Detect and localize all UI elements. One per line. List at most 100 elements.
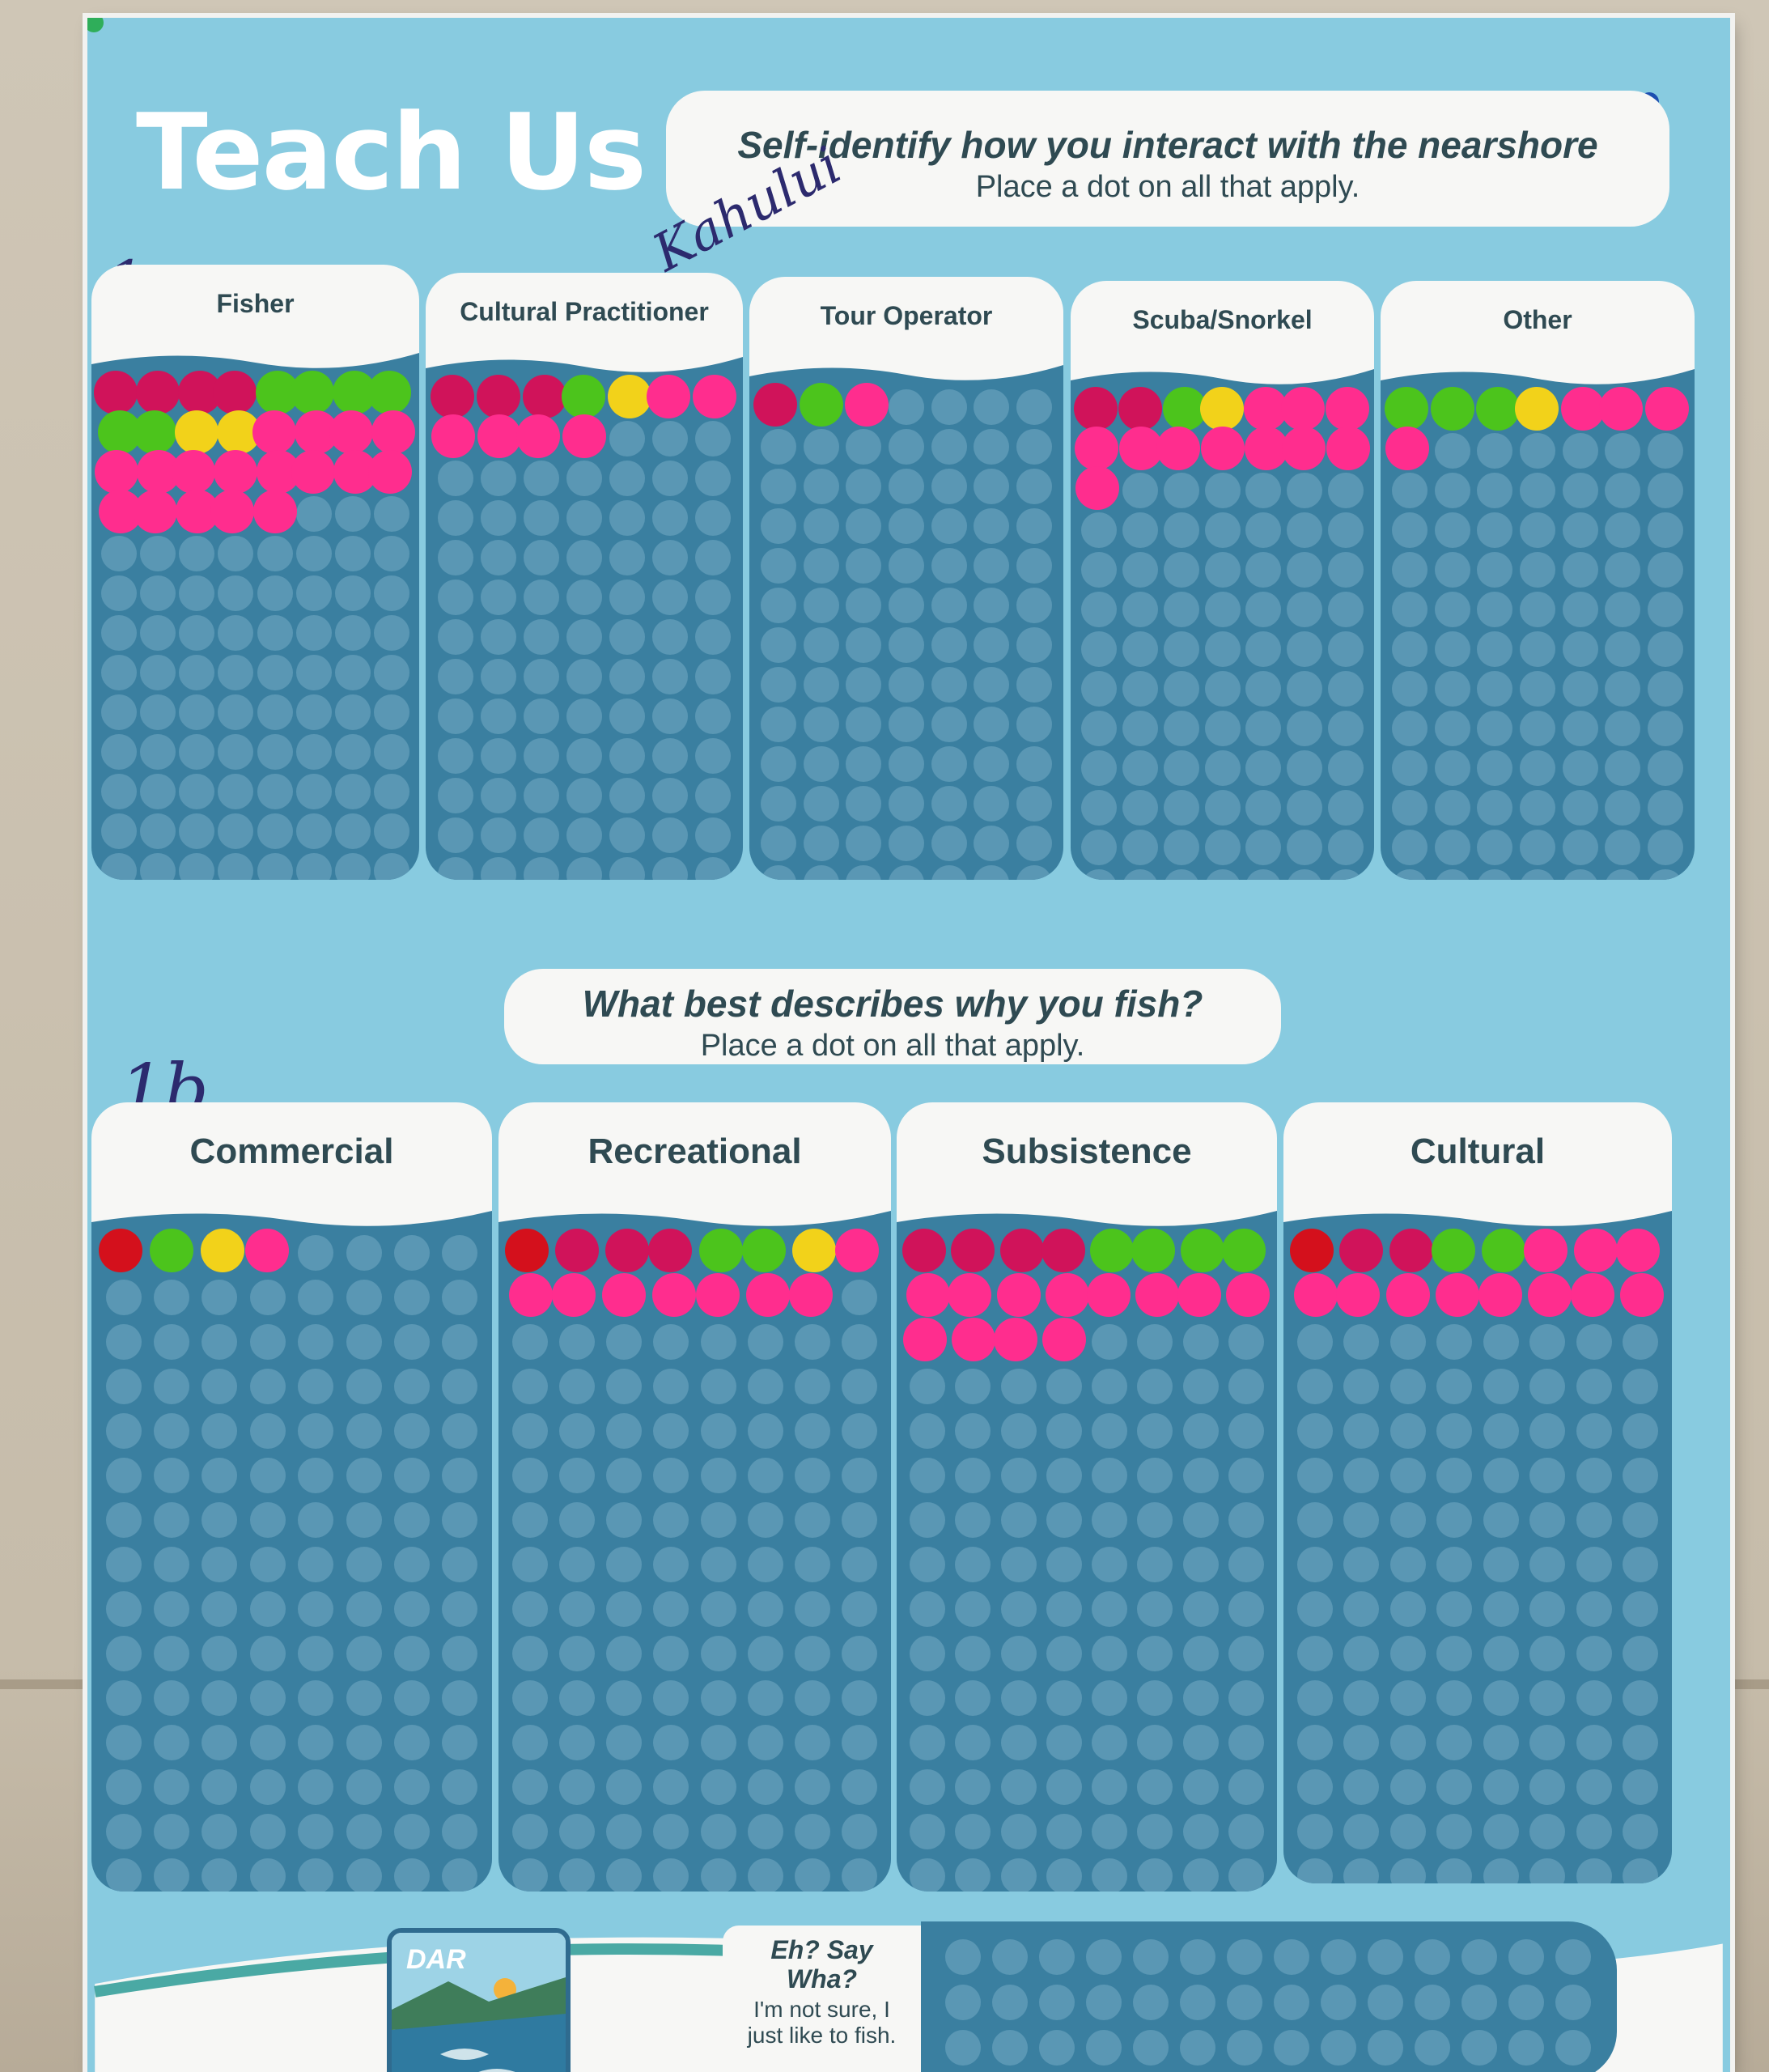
empty-dot-slot[interactable] — [1477, 473, 1513, 508]
empty-dot-slot[interactable] — [1647, 512, 1683, 548]
empty-dot-slot[interactable] — [298, 1591, 334, 1627]
empty-dot-slot[interactable] — [794, 1814, 830, 1849]
empty-dot-slot[interactable] — [910, 1369, 946, 1404]
empty-dot-slot[interactable] — [974, 707, 1010, 742]
empty-dot-slot[interactable] — [442, 1725, 478, 1760]
empty-dot-slot[interactable] — [1477, 592, 1513, 627]
empty-dot-slot[interactable] — [747, 1547, 783, 1582]
empty-dot-slot[interactable] — [1081, 592, 1118, 627]
empty-dot-slot[interactable] — [1436, 1413, 1473, 1449]
empty-dot-slot[interactable] — [955, 1591, 991, 1627]
empty-dot-slot[interactable] — [955, 1547, 991, 1582]
empty-dot-slot[interactable] — [1343, 1814, 1380, 1849]
empty-dot-slot[interactable] — [803, 429, 839, 465]
empty-dot-slot[interactable] — [1477, 552, 1513, 588]
empty-dot-slot[interactable] — [1163, 830, 1199, 865]
empty-dot-slot[interactable] — [1392, 830, 1428, 865]
empty-dot-slot[interactable] — [1182, 1858, 1219, 1892]
empty-dot-slot[interactable] — [1046, 1858, 1082, 1892]
empty-dot-slot[interactable] — [442, 1814, 478, 1849]
empty-dot-slot[interactable] — [559, 1814, 596, 1849]
empty-dot-slot[interactable] — [931, 508, 967, 544]
empty-dot-slot[interactable] — [1092, 1591, 1128, 1627]
empty-dot-slot[interactable] — [1081, 830, 1118, 865]
empty-dot-slot[interactable] — [955, 1502, 991, 1538]
empty-dot-slot[interactable] — [1163, 671, 1199, 707]
empty-dot-slot[interactable] — [700, 1458, 736, 1493]
empty-dot-slot[interactable] — [1016, 627, 1052, 663]
empty-dot-slot[interactable] — [1286, 711, 1322, 746]
empty-dot-slot[interactable] — [606, 1547, 643, 1582]
empty-dot-slot[interactable] — [442, 1680, 478, 1716]
empty-dot-slot[interactable] — [373, 694, 409, 730]
empty-dot-slot[interactable] — [566, 857, 602, 880]
empty-dot-slot[interactable] — [955, 1725, 991, 1760]
empty-dot-slot[interactable] — [298, 1280, 334, 1315]
empty-dot-slot[interactable] — [437, 817, 473, 853]
empty-dot-slot[interactable] — [700, 1591, 736, 1627]
empty-dot-slot[interactable] — [101, 694, 138, 730]
empty-dot-slot[interactable] — [442, 1324, 478, 1360]
empty-dot-slot[interactable] — [1436, 1769, 1473, 1805]
empty-dot-slot[interactable] — [1576, 1458, 1612, 1493]
empty-dot-slot[interactable] — [1555, 2030, 1591, 2066]
empty-dot-slot[interactable] — [202, 1725, 238, 1760]
empty-dot-slot[interactable] — [1434, 830, 1470, 865]
empty-dot-slot[interactable] — [1477, 869, 1513, 880]
empty-dot-slot[interactable] — [257, 853, 293, 880]
empty-dot-slot[interactable] — [761, 707, 797, 742]
empty-dot-slot[interactable] — [794, 1769, 830, 1805]
empty-dot-slot[interactable] — [334, 694, 371, 730]
empty-dot-slot[interactable] — [1483, 1502, 1519, 1538]
empty-dot-slot[interactable] — [931, 627, 967, 663]
empty-dot-slot[interactable] — [700, 1636, 736, 1671]
empty-dot-slot[interactable] — [1529, 1725, 1566, 1760]
empty-dot-slot[interactable] — [889, 389, 924, 425]
empty-dot-slot[interactable] — [1483, 1547, 1519, 1582]
empty-dot-slot[interactable] — [1392, 552, 1428, 588]
empty-dot-slot[interactable] — [803, 865, 839, 880]
empty-dot-slot[interactable] — [1122, 750, 1159, 786]
empty-dot-slot[interactable] — [945, 2030, 981, 2066]
empty-dot-slot[interactable] — [761, 667, 797, 703]
empty-dot-slot[interactable] — [1389, 1591, 1426, 1627]
empty-dot-slot[interactable] — [154, 1814, 190, 1849]
empty-dot-slot[interactable] — [249, 1858, 286, 1892]
empty-dot-slot[interactable] — [559, 1858, 596, 1892]
empty-dot-slot[interactable] — [846, 429, 882, 465]
empty-dot-slot[interactable] — [1296, 1591, 1333, 1627]
empty-dot-slot[interactable] — [179, 655, 215, 690]
empty-dot-slot[interactable] — [606, 1858, 643, 1892]
empty-dot-slot[interactable] — [1392, 512, 1428, 548]
empty-dot-slot[interactable] — [1016, 469, 1052, 504]
empty-dot-slot[interactable] — [512, 1547, 549, 1582]
empty-dot-slot[interactable] — [1508, 2030, 1544, 2066]
empty-dot-slot[interactable] — [761, 548, 797, 584]
empty-dot-slot[interactable] — [695, 540, 732, 575]
empty-dot-slot[interactable] — [559, 1680, 596, 1716]
empty-dot-slot[interactable] — [437, 659, 473, 694]
empty-dot-slot[interactable] — [695, 619, 732, 655]
empty-dot-slot[interactable] — [1477, 790, 1513, 826]
empty-dot-slot[interactable] — [1046, 1502, 1082, 1538]
empty-dot-slot[interactable] — [653, 1458, 689, 1493]
empty-dot-slot[interactable] — [747, 1814, 783, 1849]
empty-dot-slot[interactable] — [1434, 869, 1470, 880]
empty-dot-slot[interactable] — [437, 619, 473, 655]
empty-dot-slot[interactable] — [1000, 1725, 1037, 1760]
empty-dot-slot[interactable] — [803, 667, 839, 703]
empty-dot-slot[interactable] — [140, 813, 176, 849]
empty-dot-slot[interactable] — [1086, 1985, 1122, 2020]
empty-dot-slot[interactable] — [334, 853, 371, 880]
empty-dot-slot[interactable] — [1434, 592, 1470, 627]
empty-dot-slot[interactable] — [249, 1280, 286, 1315]
empty-dot-slot[interactable] — [1555, 1985, 1591, 2020]
empty-dot-slot[interactable] — [606, 1369, 643, 1404]
empty-dot-slot[interactable] — [346, 1369, 382, 1404]
empty-dot-slot[interactable] — [523, 500, 559, 536]
empty-dot-slot[interactable] — [559, 1769, 596, 1805]
empty-dot-slot[interactable] — [1163, 869, 1199, 880]
empty-dot-slot[interactable] — [179, 813, 215, 849]
empty-dot-slot[interactable] — [794, 1591, 830, 1627]
empty-dot-slot[interactable] — [846, 746, 882, 782]
